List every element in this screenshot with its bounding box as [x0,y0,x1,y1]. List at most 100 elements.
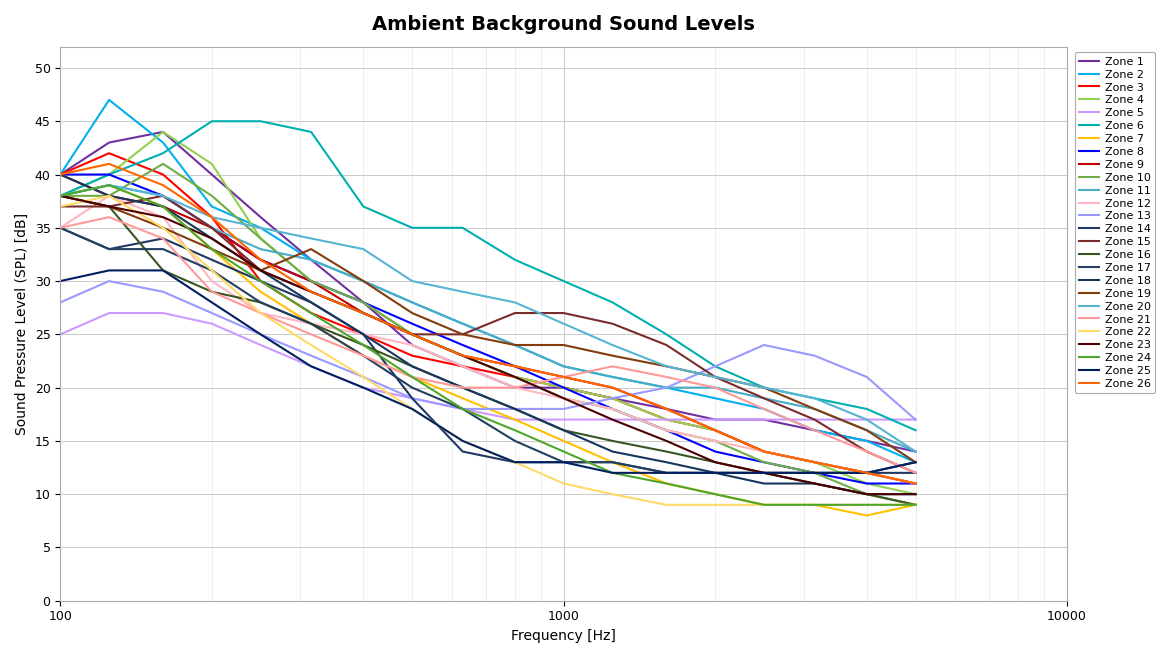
Zone 3 [708,426,722,434]
Zone 4 [455,352,469,360]
Zone 13 [54,299,68,307]
Zone 11 [357,277,371,285]
Zone 25 [54,277,68,285]
Zone 2 [405,299,419,307]
Zone 2 [708,394,722,402]
Zone 24 [909,501,923,509]
Zone 15 [757,394,771,402]
Zone 13 [455,405,469,413]
Zone 11 [860,426,874,434]
Zone 5 [860,416,874,424]
Zone 26 [54,170,68,178]
Zone 14 [860,469,874,477]
Zone 12 [357,330,371,338]
Zone 20 [508,299,522,307]
Zone 2 [304,256,318,264]
Zone 14 [205,256,219,264]
Zone 14 [807,469,821,477]
Line: Zone 25: Zone 25 [61,270,916,473]
Zone 13 [605,394,619,402]
Zone 9 [304,277,318,285]
Zone 12 [54,224,68,232]
Zone 4 [508,373,522,381]
Zone 4 [605,394,619,402]
Zone 21 [405,373,419,381]
Zone 11 [205,224,219,232]
Zone 14 [757,469,771,477]
Zone 12 [102,192,116,200]
Zone 19 [508,341,522,349]
Zone 8 [660,426,674,434]
Line: Zone 24: Zone 24 [61,185,916,505]
Zone 25 [557,458,571,466]
Zone 10 [205,192,219,200]
Zone 24 [156,203,170,211]
Zone 22 [605,490,619,498]
Zone 21 [807,426,821,434]
Zone 12 [304,320,318,328]
Zone 7 [757,501,771,509]
Zone 24 [102,181,116,189]
Zone 3 [508,373,522,381]
Zone 1 [860,437,874,445]
Zone 19 [909,458,923,466]
Zone 10 [102,192,116,200]
Zone 5 [605,416,619,424]
Zone 18 [304,299,318,307]
Zone 26 [455,352,469,360]
Zone 24 [357,341,371,349]
Zone 14 [156,234,170,242]
Zone 15 [156,192,170,200]
Zone 26 [102,160,116,168]
Zone 12 [405,341,419,349]
Zone 10 [405,330,419,338]
Zone 15 [54,203,68,211]
Zone 10 [557,394,571,402]
Zone 10 [54,192,68,200]
Zone 24 [807,501,821,509]
Zone 6 [807,394,821,402]
Zone 23 [455,352,469,360]
Zone 13 [757,341,771,349]
Zone 12 [205,277,219,285]
Zone 19 [757,384,771,392]
Zone 21 [54,224,68,232]
Zone 13 [508,405,522,413]
Zone 11 [909,447,923,455]
Zone 2 [757,405,771,413]
Zone 25 [660,469,674,477]
Zone 24 [455,405,469,413]
Line: Zone 11: Zone 11 [61,185,916,451]
Zone 5 [757,416,771,424]
Zone 12 [807,458,821,466]
Zone 4 [557,384,571,392]
Zone 4 [54,192,68,200]
Zone 23 [304,288,318,295]
Zone 25 [304,363,318,370]
Zone 3 [357,330,371,338]
Zone 23 [508,373,522,381]
Zone 8 [405,320,419,328]
Zone 5 [102,309,116,317]
Zone 21 [205,288,219,295]
Zone 12 [254,309,268,317]
Zone 4 [102,170,116,178]
Zone 9 [205,224,219,232]
Zone 9 [405,330,419,338]
Zone 23 [205,234,219,242]
Zone 2 [508,341,522,349]
Zone 26 [557,373,571,381]
Zone 13 [156,288,170,295]
Zone 7 [54,192,68,200]
Zone 25 [205,299,219,307]
Zone 23 [909,490,923,498]
Zone 17 [708,469,722,477]
Zone 6 [156,149,170,157]
Zone 7 [660,480,674,488]
Zone 5 [557,416,571,424]
Zone 3 [455,363,469,370]
Zone 5 [54,330,68,338]
Zone 22 [757,501,771,509]
Zone 9 [557,373,571,381]
Zone 13 [708,363,722,370]
